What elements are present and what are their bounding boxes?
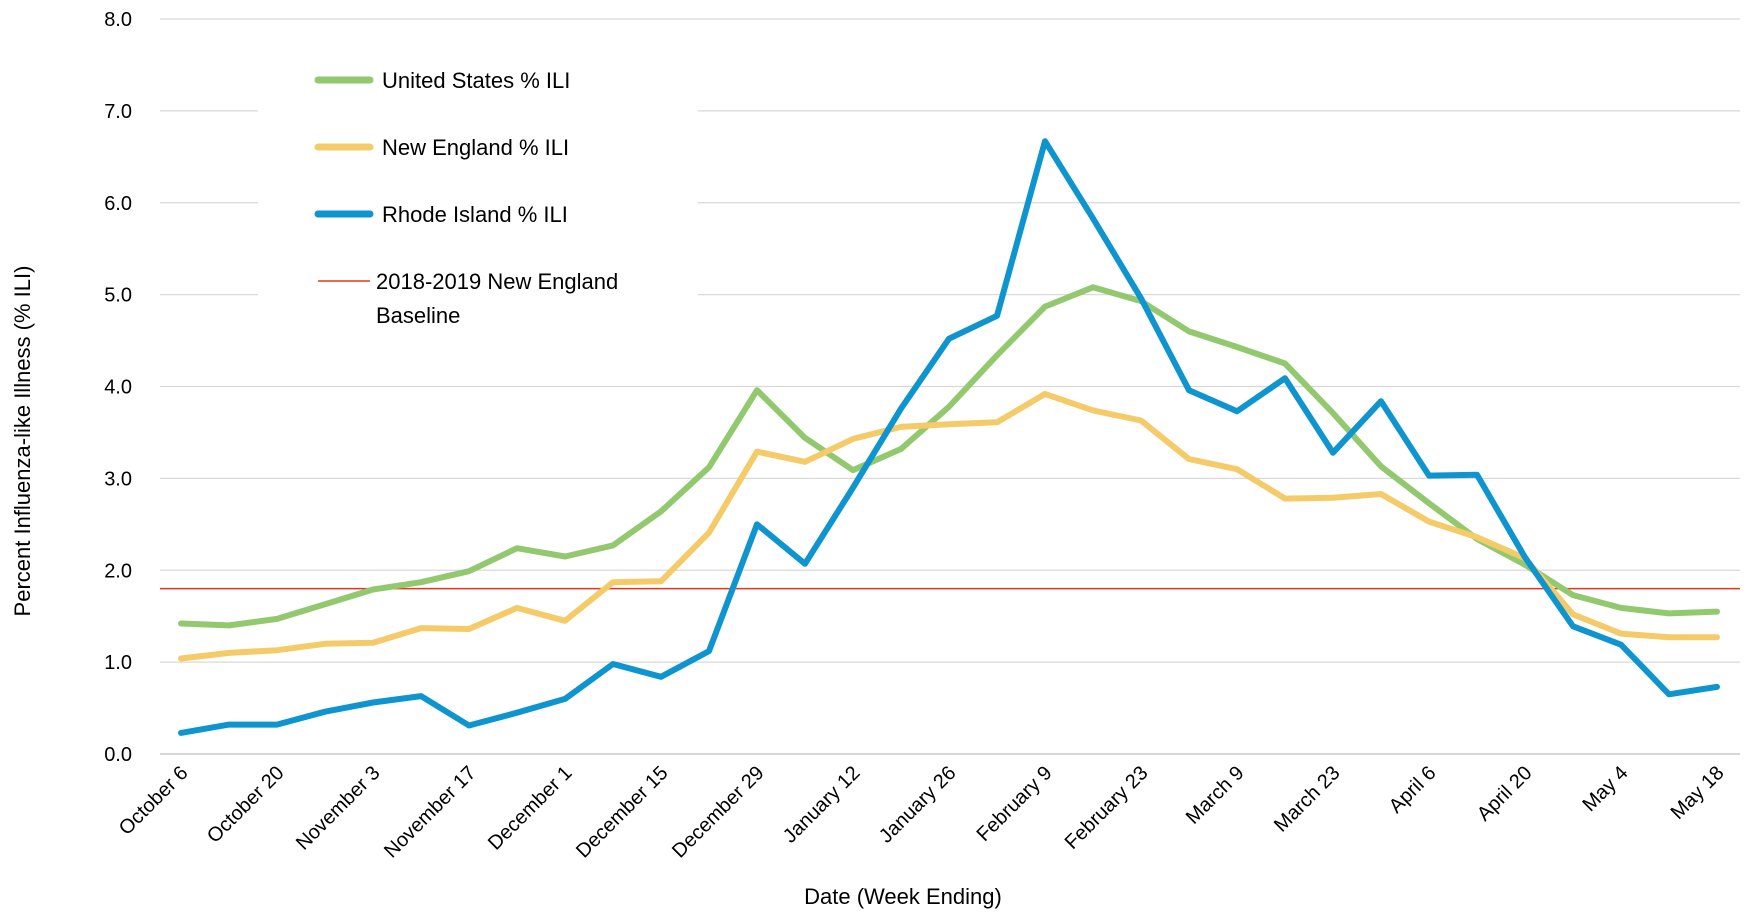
y-tick-label: 7.0: [104, 101, 132, 123]
legend-background: [258, 50, 698, 342]
y-tick-label: 3.0: [104, 468, 132, 490]
x-axis-label: Date (Week Ending): [804, 884, 1002, 909]
y-tick-label: 5.0: [104, 285, 132, 307]
x-tick-label: October 6: [115, 762, 193, 840]
x-tick-label: May 4: [1578, 762, 1632, 816]
y-tick-label: 6.0: [104, 193, 132, 215]
y-axis-ticks: 0.0 1.0 2.0 3.0 4.0 5.0 6.0 7.0 8.0: [104, 9, 132, 766]
y-axis-label: Percent Influenza-like Illness (% ILI): [10, 266, 35, 617]
x-tick-label: December 15: [572, 762, 672, 862]
legend-label: 2018-2019 New England: [376, 269, 618, 294]
x-tick-label: December 1: [484, 762, 577, 855]
x-tick-label: April 6: [1385, 762, 1441, 818]
x-tick-label: November 3: [292, 762, 385, 855]
x-tick-label: February 9: [973, 762, 1057, 846]
legend-box: [258, 50, 698, 342]
series-line-2: [178, 390, 1720, 662]
series-lines: [178, 138, 1720, 736]
x-tick-label: January 12: [779, 762, 865, 848]
x-tick-label: March 9: [1182, 762, 1249, 829]
y-tick-label: 0.0: [104, 744, 132, 766]
legend-label: Baseline: [376, 303, 460, 328]
y-tick-label: 8.0: [104, 9, 132, 31]
y-tick-label: 1.0: [104, 652, 132, 674]
x-tick-label: December 29: [668, 762, 768, 862]
x-tick-label: March 23: [1270, 762, 1345, 837]
x-tick-label: January 26: [875, 762, 961, 848]
y-tick-label: 4.0: [104, 377, 132, 399]
series-line-3: [178, 138, 1720, 736]
series-line-1: [178, 284, 1720, 629]
x-tick-label: October 20: [203, 762, 289, 848]
x-tick-label: May 18: [1667, 762, 1729, 824]
x-tick-label: November 17: [380, 762, 480, 862]
legend: United States % ILI New England % ILI Rhod…: [314, 68, 618, 328]
x-tick-label: February 23: [1061, 762, 1153, 854]
legend-label: Rhode Island % ILI: [382, 202, 568, 227]
legend-label: New England % ILI: [382, 135, 569, 160]
x-tick-label: April 20: [1473, 762, 1537, 826]
legend-label: United States % ILI: [382, 68, 570, 93]
y-tick-label: 2.0: [104, 560, 132, 582]
